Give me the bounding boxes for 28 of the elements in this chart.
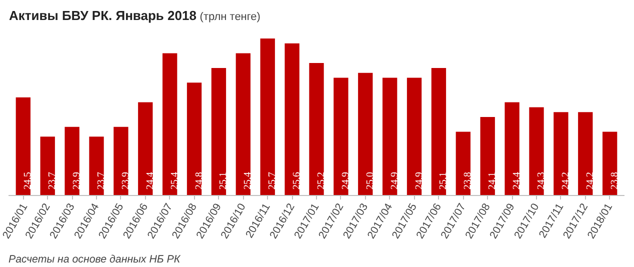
data-label: 24,5: [22, 172, 34, 190]
data-label: 25,6: [292, 172, 303, 190]
data-label: 25,7: [267, 172, 278, 190]
data-label: 25,4: [242, 172, 254, 190]
data-label: 24,2: [560, 172, 572, 190]
data-label: 24,9: [414, 172, 425, 190]
data-label: 25,1: [218, 172, 230, 190]
data-label: 23,8: [609, 172, 620, 190]
data-label: 24,9: [340, 172, 352, 190]
data-label: 23,7: [96, 172, 107, 190]
data-label: 25,1: [438, 172, 450, 190]
data-label: 23,8: [462, 172, 474, 190]
data-label: 24,8: [194, 172, 205, 190]
data-label: 24,3: [536, 172, 547, 190]
data-label: 25,0: [364, 172, 376, 190]
chart-title: Активы БВУ РК. Январь 2018: [9, 8, 196, 23]
data-label: 24,9: [389, 172, 400, 190]
data-label: 24,4: [144, 172, 156, 190]
data-label: 24,1: [487, 172, 498, 190]
data-label: 25,2: [316, 172, 327, 190]
data-label: 25,4: [169, 172, 180, 190]
data-label: 23,9: [72, 172, 83, 190]
text: Расчеты на основе данных НБ РК: [8, 254, 181, 266]
data-label: 24,4: [512, 172, 523, 190]
chart-subtitle: (трлн тенге): [200, 11, 260, 23]
data-label: 24,2: [584, 172, 596, 190]
data-label: 23,7: [47, 172, 58, 190]
data-label: 23,9: [120, 172, 132, 190]
